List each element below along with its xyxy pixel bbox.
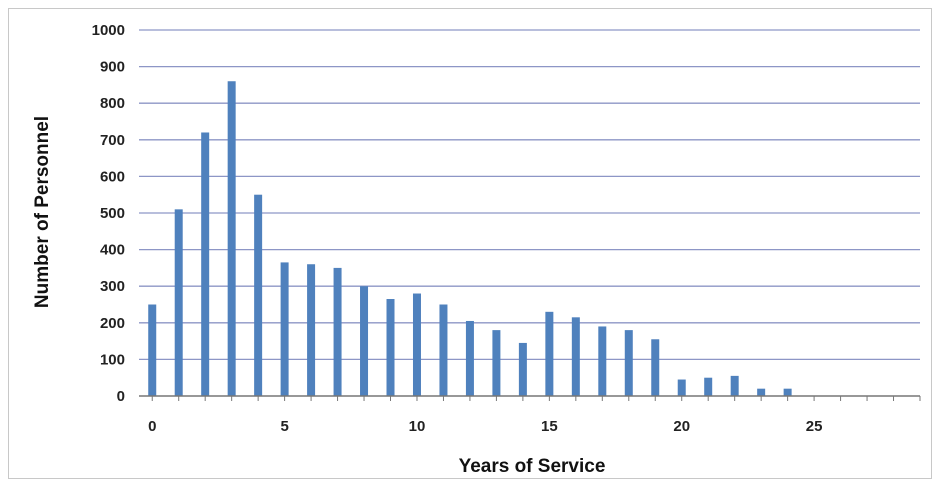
y-tick-label: 100 [100, 351, 125, 368]
gridlines [139, 29, 920, 361]
bar [757, 388, 766, 396]
x-tick-label: 0 [148, 418, 156, 435]
bar [174, 209, 183, 396]
y-tick-label: 200 [100, 315, 125, 332]
bar [360, 286, 369, 396]
bar [333, 267, 342, 396]
bar [307, 264, 316, 396]
y-tick-label: 800 [100, 95, 125, 112]
bar [412, 293, 421, 396]
bar [518, 342, 527, 396]
bar [651, 339, 660, 396]
bar [783, 388, 792, 396]
y-tick-label: 300 [100, 278, 125, 295]
bar [280, 262, 289, 396]
y-tick-label: 0 [117, 388, 125, 405]
bar [624, 330, 633, 396]
y-tick-label: 1000 [92, 22, 125, 39]
x-tick-label: 20 [673, 418, 690, 435]
bar [254, 194, 263, 396]
bar [598, 326, 607, 396]
x-tick-label: 15 [541, 418, 558, 435]
bar [704, 377, 713, 396]
y-tick-label: 900 [100, 59, 125, 76]
y-axis-title: Number of Personnel [32, 116, 53, 308]
bar [386, 299, 395, 396]
bar [439, 304, 448, 396]
y-tick-label: 700 [100, 132, 125, 149]
bar [492, 330, 501, 396]
x-axis-title: Years of Service [459, 456, 606, 477]
bars [148, 81, 792, 397]
x-tick-label: 25 [806, 418, 823, 435]
y-tick-label: 500 [100, 205, 125, 222]
bar [677, 379, 686, 396]
bar [465, 320, 474, 396]
bar [545, 311, 554, 396]
y-tick-label: 600 [100, 168, 125, 185]
x-tick-labels: 0 5 10 15 20 25 [148, 418, 822, 435]
bar [571, 317, 580, 396]
bar [227, 81, 236, 397]
bar [730, 375, 739, 396]
y-tick-label: 400 [100, 242, 125, 259]
y-tick-labels: 0 100 200 300 400 500 600 700 800 900 1000 [92, 22, 125, 405]
bar [148, 304, 157, 396]
x-tick-label: 5 [280, 418, 288, 435]
axes [139, 395, 921, 401]
x-tick-label: 10 [409, 418, 426, 435]
bar [201, 132, 210, 397]
